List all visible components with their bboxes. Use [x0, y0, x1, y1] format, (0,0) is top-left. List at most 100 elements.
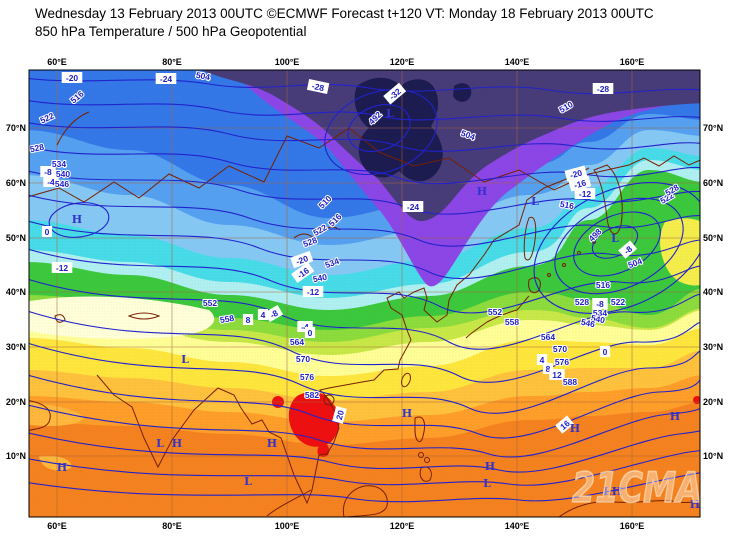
label-text: 534 [52, 159, 66, 169]
label-text: 528 [575, 297, 589, 307]
label-text: 12 [552, 370, 562, 380]
contour-552 [29, 310, 700, 383]
coast-india-seasia [96, 167, 590, 505]
label-box [568, 175, 592, 192]
label-text: 540 [312, 272, 328, 285]
label-box [549, 369, 565, 380]
axis-label-right: 20°N [703, 397, 723, 407]
coast-new-guinea [558, 500, 700, 517]
label-box [574, 188, 596, 199]
axis-label-left: 20°N [6, 397, 26, 407]
label-text: 20 [334, 409, 346, 421]
label-text: 534 [593, 308, 607, 318]
label-text: 582 [305, 390, 319, 400]
label-text: -8 [44, 167, 52, 177]
height-label-504: 504 [194, 70, 212, 83]
temp-label--24: -24 [155, 73, 177, 84]
label-text: 570 [296, 354, 310, 364]
contour-570 [29, 404, 700, 458]
temp-label--8: -8 [592, 298, 608, 309]
contour-516 [29, 146, 700, 185]
label-text: 522 [611, 297, 625, 307]
label-text: 576 [555, 357, 569, 367]
high-marker: H [402, 407, 412, 420]
high-marker: H [570, 422, 580, 435]
label-box [402, 201, 424, 212]
label-text: -20 [569, 168, 584, 181]
temp-label-0: 0 [304, 327, 316, 338]
label-text: 504 [627, 256, 644, 270]
label-box [304, 327, 316, 338]
low-marker: L [483, 477, 491, 490]
temp-label--28: -28 [306, 78, 330, 95]
contour-cyclone-2 [573, 211, 661, 277]
label-text: -20 [66, 73, 79, 83]
label-box [536, 354, 548, 365]
label-box [61, 72, 83, 83]
temp-label-4: 4 [536, 354, 548, 365]
label-box [332, 406, 347, 424]
height-label-552: 552 [487, 306, 503, 318]
axis-label-top: 60°E [47, 57, 67, 67]
axis-label-bottom: 80°E [162, 521, 182, 531]
height-label-528: 528 [29, 141, 46, 156]
temp-label-0: 0 [599, 346, 611, 357]
map-canvas: -20 -24-28 -32 -28-24-20-16-12-20-16-12-120… [29, 70, 702, 517]
height-label-588: 588 [562, 376, 578, 388]
temp-label-4: 4 [257, 309, 269, 320]
temp-label-8: 8 [242, 314, 254, 325]
label-box [297, 321, 313, 332]
height-label-540: 540 [589, 312, 607, 327]
label-text: -24 [160, 74, 173, 84]
height-label-534: 534 [592, 307, 608, 319]
axis-label-right: 60°N [703, 178, 723, 188]
label-text: 540 [56, 169, 70, 179]
height-label-558: 558 [218, 312, 236, 326]
low-marker: L [181, 353, 189, 366]
axis-label-bottom: 140°E [505, 521, 530, 531]
low-marker: L [531, 195, 539, 208]
high-marker: H [57, 461, 67, 474]
label-text: 8 [546, 364, 551, 374]
axis-label-top: 100°E [275, 57, 300, 67]
high-marker: H [485, 460, 495, 473]
axis-label-top: 140°E [505, 57, 530, 67]
label-text: 516 [559, 199, 575, 211]
label-text: 564 [541, 332, 555, 342]
coast-hainan [323, 394, 335, 406]
contour-528 [29, 194, 700, 247]
axis-label-right: 70°N [703, 123, 723, 133]
low-marker: L [611, 232, 619, 245]
label-text: 8 [246, 315, 251, 325]
contour-540 [29, 248, 700, 314]
height-label-570: 570 [552, 343, 568, 355]
geopotential-contours [29, 77, 700, 503]
height-label-564: 564 [289, 336, 305, 348]
contour-564 [29, 374, 700, 439]
height-label-564: 564 [540, 331, 556, 343]
axis-label-top: 120°E [390, 57, 415, 67]
watermark-21cma: 21CMA [572, 463, 702, 512]
coast-novaya-zemlya [56, 111, 90, 146]
coast-sakhalin [523, 216, 537, 261]
high-marker: H [670, 410, 680, 423]
height-label-546: 546 [579, 316, 597, 331]
axis-label-bottom: 160°E [620, 521, 645, 531]
axis-label-bottom: 60°E [47, 521, 67, 531]
axis-label-right: 40°N [703, 287, 723, 297]
axis-label-right: 30°N [703, 342, 723, 352]
axis-label-left: 40°N [6, 287, 26, 297]
label-text: 576 [300, 372, 314, 382]
height-label-558: 558 [504, 316, 520, 328]
temp-label-20: 20 [332, 406, 347, 424]
height-label-522: 522 [610, 296, 626, 308]
label-text: 552 [488, 307, 502, 317]
label-box [599, 346, 611, 357]
contour-576 [29, 430, 700, 473]
contour-cyclone-3 [554, 197, 684, 295]
height-label-540: 540 [55, 168, 71, 180]
high-marker: H [690, 498, 700, 511]
coast-kurile-2 [562, 263, 566, 267]
height-label-546: 546 [54, 178, 70, 190]
